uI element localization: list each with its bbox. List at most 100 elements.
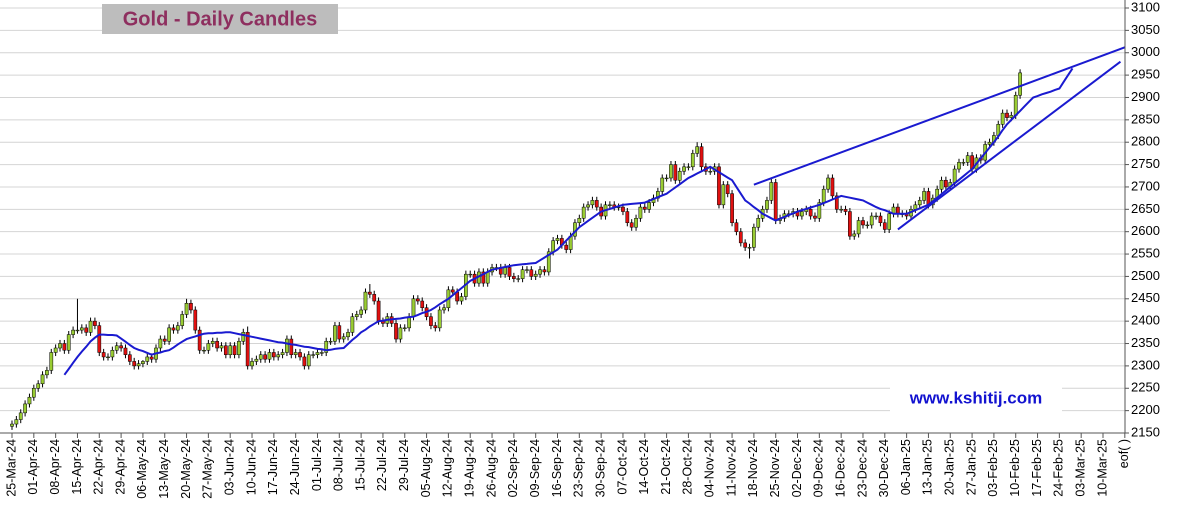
x-tick-label: 22-Apr-24 [92, 439, 106, 495]
candle-body [817, 202, 822, 219]
candle-body [106, 356, 110, 358]
x-tick-label: 25-Nov-24 [768, 439, 782, 497]
y-tick-label: 3100 [1131, 0, 1160, 14]
x-tick-label: 23-Sep-24 [572, 439, 586, 497]
x-tick-label: 25-Mar-24 [4, 439, 18, 497]
candle-body [839, 209, 844, 211]
y-tick-label: 2650 [1131, 201, 1160, 216]
candle-body [629, 222, 634, 228]
candle-body [546, 251, 551, 273]
candle-body [359, 309, 363, 315]
candle-body [843, 209, 848, 212]
candle-body [180, 314, 185, 326]
candle-body [677, 171, 682, 181]
candle-body [363, 291, 368, 311]
candle-body [407, 316, 411, 329]
candle-body [302, 356, 307, 367]
candle-body [184, 303, 189, 315]
candle-body [416, 298, 420, 302]
candle-body [341, 336, 346, 340]
x-tick-label: 24-Feb-25 [1052, 439, 1066, 497]
candle-body [865, 224, 870, 227]
x-tick-label: 03-Mar-25 [1073, 439, 1087, 497]
candle-body [245, 332, 250, 367]
candle-body [411, 298, 416, 317]
y-tick-label: 2750 [1131, 156, 1160, 171]
candle-body [525, 269, 529, 271]
candle-body [433, 325, 438, 329]
candle-body [939, 179, 944, 190]
candle-body [708, 171, 713, 173]
candle-body [197, 329, 202, 351]
candle-body [193, 309, 198, 331]
candle-body [429, 316, 433, 326]
x-tick-label: 02-Dec-24 [790, 439, 804, 497]
candle-body [625, 211, 630, 223]
candle-body [346, 332, 350, 338]
y-tick-label: 2200 [1131, 402, 1160, 417]
x-tick-label: 04-Nov-24 [703, 439, 717, 497]
candle-body [577, 218, 582, 223]
watermark-box [890, 386, 1062, 412]
candle-body [987, 141, 992, 145]
y-tick-label: 2900 [1131, 89, 1160, 104]
candle-body [564, 244, 569, 250]
candle-body [887, 213, 892, 230]
candle-body [285, 338, 289, 353]
x-tick-label: 20-Jan-25 [943, 439, 957, 495]
x-tick-label: 08-Apr-24 [48, 439, 62, 495]
candle-body [542, 269, 547, 273]
candle-body [49, 352, 54, 371]
x-tick-label: 02-Sep-24 [506, 439, 520, 497]
candle-body [267, 352, 272, 360]
candle-body [280, 352, 285, 355]
candle-body [848, 211, 852, 237]
candle-body [533, 273, 538, 277]
candle-body [263, 354, 267, 360]
candle-body [717, 166, 721, 206]
candle-body [874, 215, 878, 218]
y-tick-label: 2550 [1131, 245, 1160, 260]
candle-body [354, 314, 359, 317]
x-tick-label: 30-Sep-24 [593, 439, 607, 497]
candle-body [1009, 115, 1014, 118]
candle-body [608, 204, 612, 206]
x-tick-label: 08-Jul-24 [332, 439, 346, 491]
candle-body [123, 347, 128, 355]
x-tick-label: 16-Sep-24 [550, 439, 564, 497]
candle-body [520, 269, 525, 279]
candle-body [957, 162, 961, 170]
x-tick-label: 19-Aug-24 [463, 439, 477, 497]
y-tick-label: 2450 [1131, 290, 1160, 305]
candle-body [241, 332, 246, 342]
candle-body [734, 222, 739, 232]
candle-body [826, 177, 830, 190]
candle-body [167, 327, 171, 342]
candle-body [821, 188, 826, 203]
candle-body [276, 354, 281, 358]
candle-body [132, 361, 137, 367]
candle-body [686, 166, 691, 168]
candle-body [215, 341, 219, 349]
candle-body [747, 247, 752, 249]
candle-body [673, 164, 678, 181]
candle-body [175, 325, 180, 331]
y-tick-label: 2300 [1131, 357, 1160, 372]
candle-body [127, 354, 132, 362]
grid [0, 7, 1125, 434]
y-tick-label: 2850 [1131, 111, 1160, 126]
candle-body [237, 341, 241, 355]
candle-body [84, 327, 89, 333]
x-tick-label: 17-Feb-25 [1030, 439, 1044, 497]
x-tick-label: 28-Oct-24 [681, 439, 695, 495]
candle-body [136, 363, 141, 367]
candle-body [420, 300, 425, 308]
candle-body [869, 215, 874, 226]
x-tick-label: 17-Jun-24 [266, 439, 280, 495]
x-tick-label: 06-Jan-25 [899, 439, 913, 495]
x-tick-label: 09-Sep-24 [528, 439, 542, 497]
candle-body [58, 343, 62, 349]
candle-body [952, 168, 957, 183]
candle-body [882, 222, 887, 230]
candle-body [79, 327, 84, 331]
